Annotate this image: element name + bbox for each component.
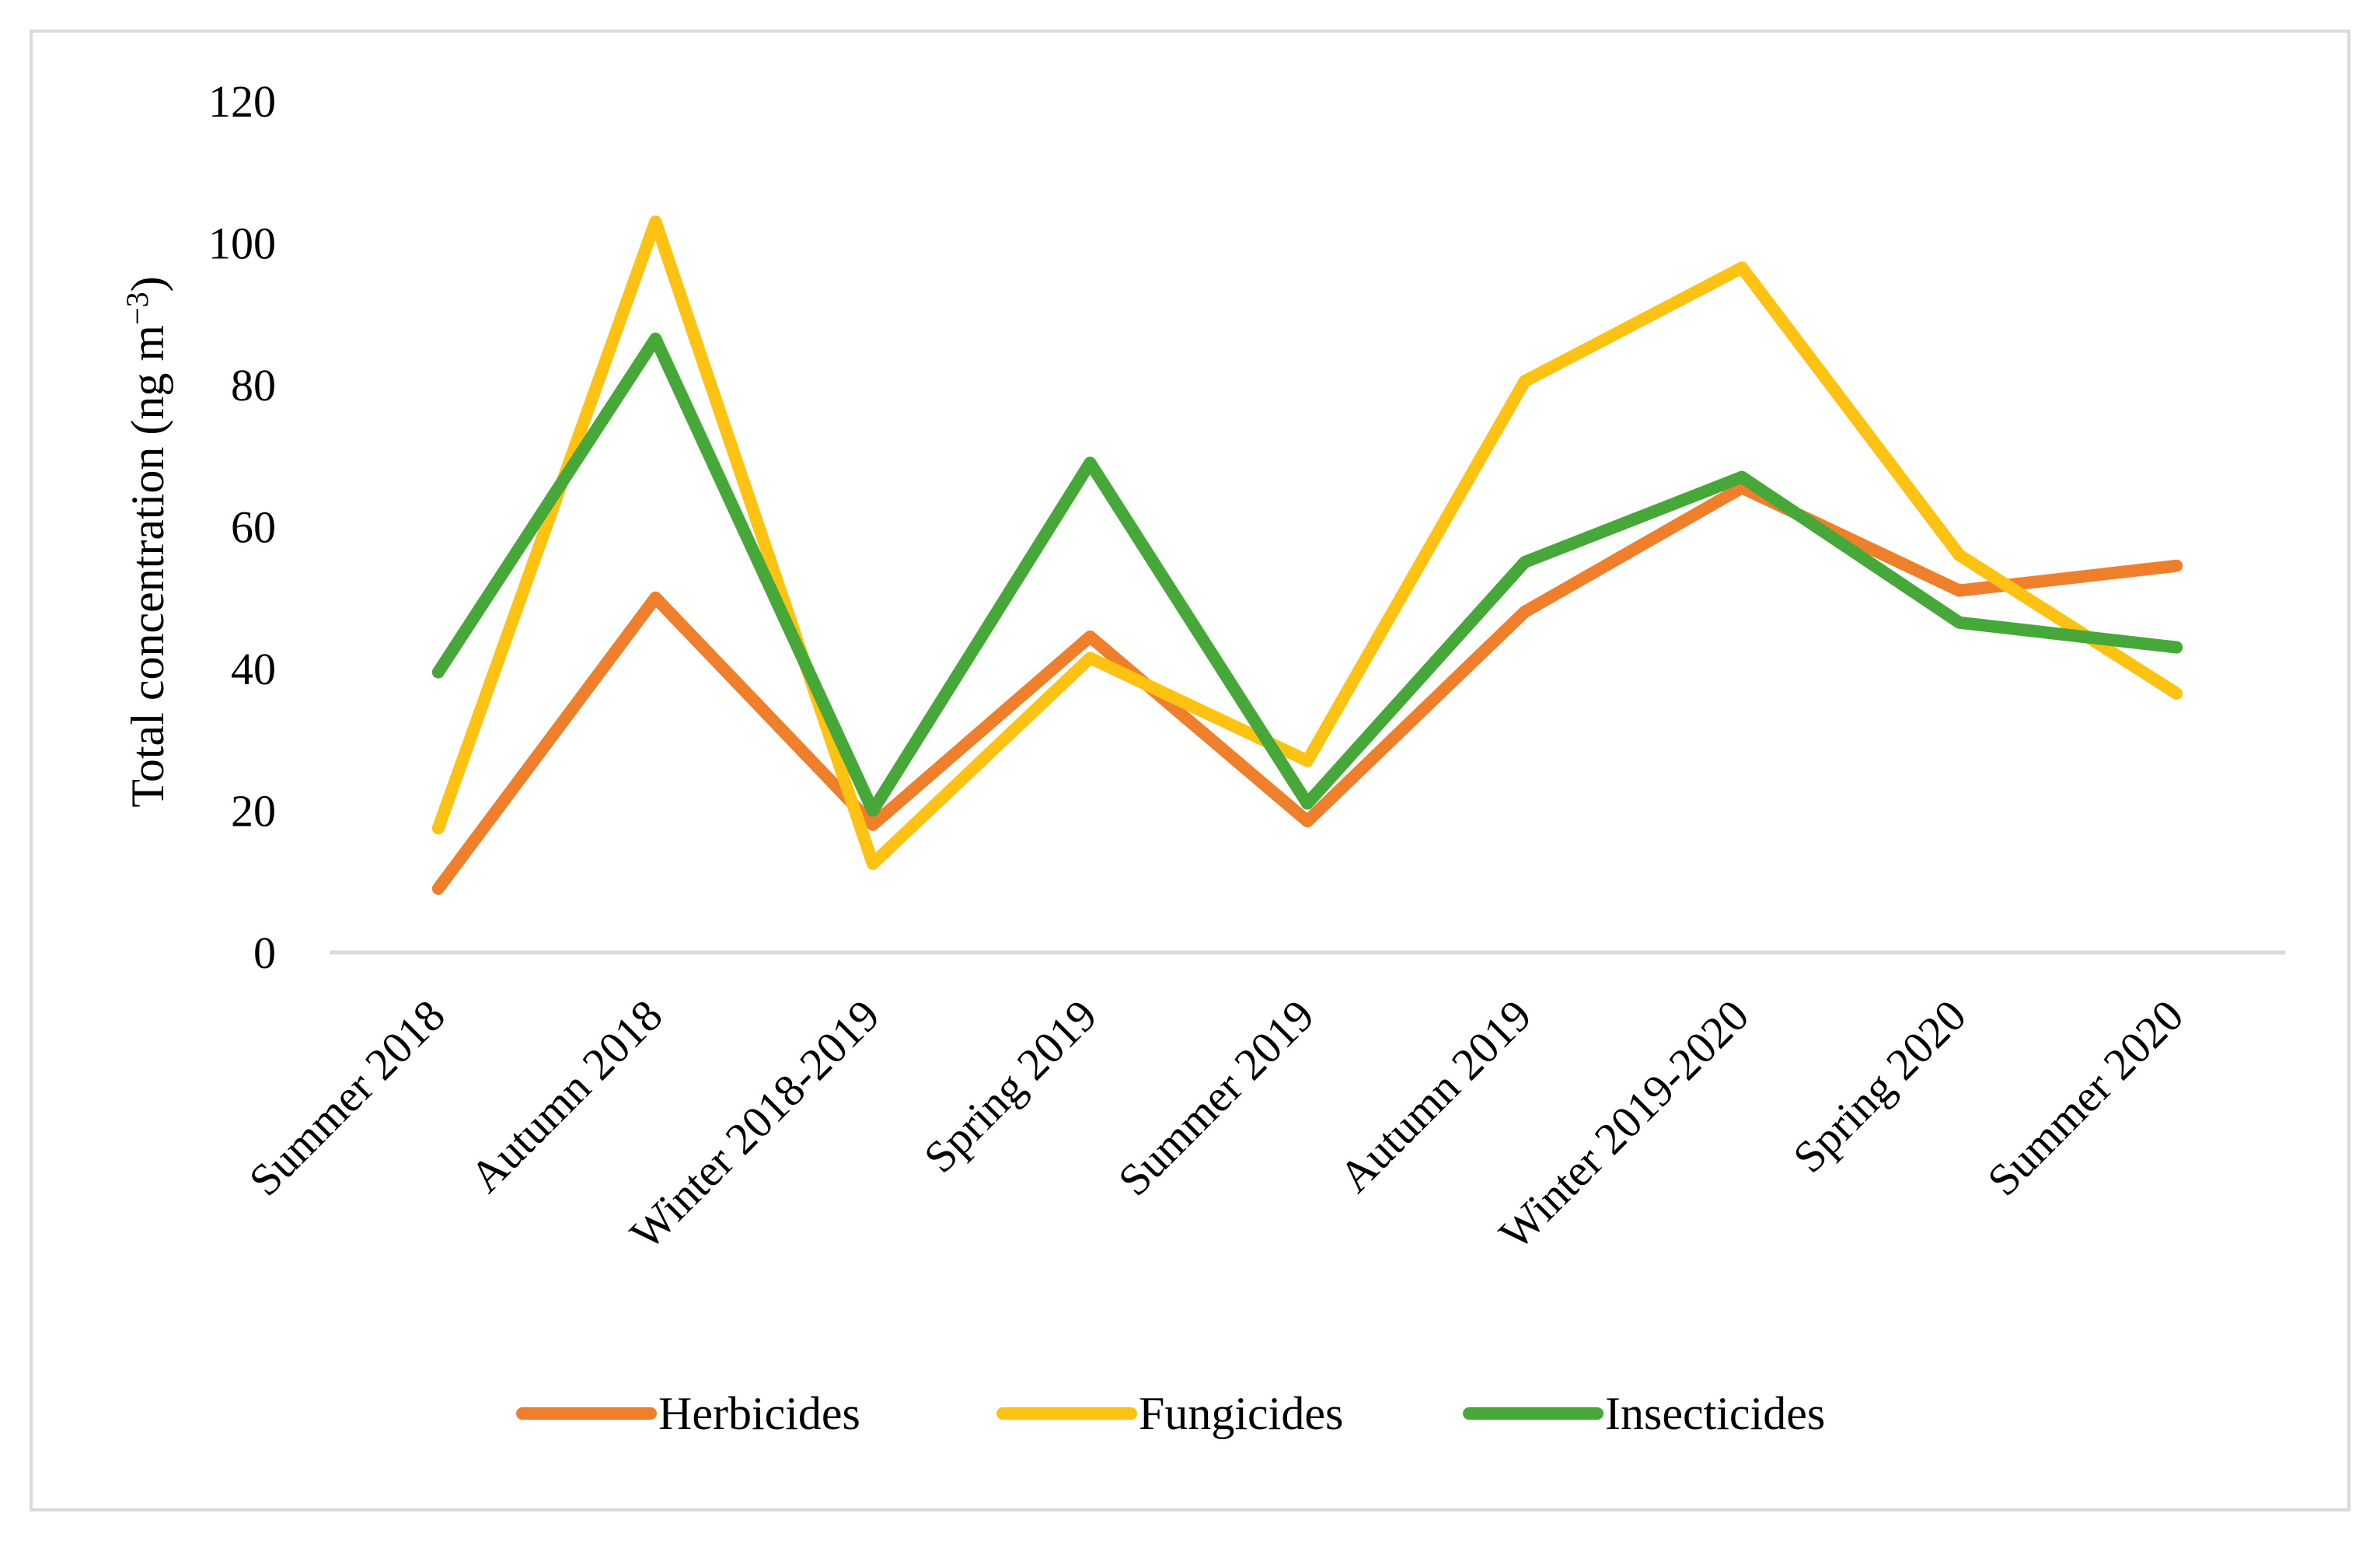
x-tick-label: Summer 2018 <box>239 990 455 1205</box>
x-tick-label: Spring 2020 <box>1783 990 1976 1183</box>
y-tick-label: 100 <box>208 218 276 269</box>
x-tick-label: Autumn 2019 <box>1329 990 1541 1202</box>
x-tick-label: Summer 2019 <box>1108 990 1324 1205</box>
series-line-herbicides <box>431 481 2183 895</box>
y-axis-title: Total concentration (ng m−3) <box>120 276 173 807</box>
series-line-insecticides <box>431 332 2183 817</box>
series-lines <box>431 215 2183 895</box>
x-tick-label: Summer 2020 <box>1977 990 2193 1205</box>
y-tick-label: 40 <box>231 644 276 694</box>
y-tick-label: 120 <box>208 76 276 127</box>
y-tick-label: 60 <box>231 502 276 553</box>
y-axis-title-close: ) <box>122 276 173 292</box>
legend-label-insecticides: Insecticides <box>1605 1388 1825 1439</box>
series-line-fungicides <box>431 215 2183 870</box>
legend-label-herbicides: Herbicides <box>658 1388 860 1439</box>
x-tick-label: Autumn 2018 <box>460 990 672 1202</box>
y-tick-label: 0 <box>253 928 276 978</box>
legend: Herbicides Fungicides Insecticides <box>516 1388 1825 1439</box>
y-axis-title-superscript: −3 <box>120 292 155 325</box>
y-axis-ticks: 0 20 40 60 80 100 120 <box>208 76 276 978</box>
y-tick-label: 80 <box>231 360 276 411</box>
y-tick-label: 20 <box>231 786 276 837</box>
chart-frame <box>30 30 2350 1511</box>
legend-label-fungicides: Fungicides <box>1139 1388 1343 1439</box>
x-tick-label: Spring 2019 <box>914 990 1107 1183</box>
